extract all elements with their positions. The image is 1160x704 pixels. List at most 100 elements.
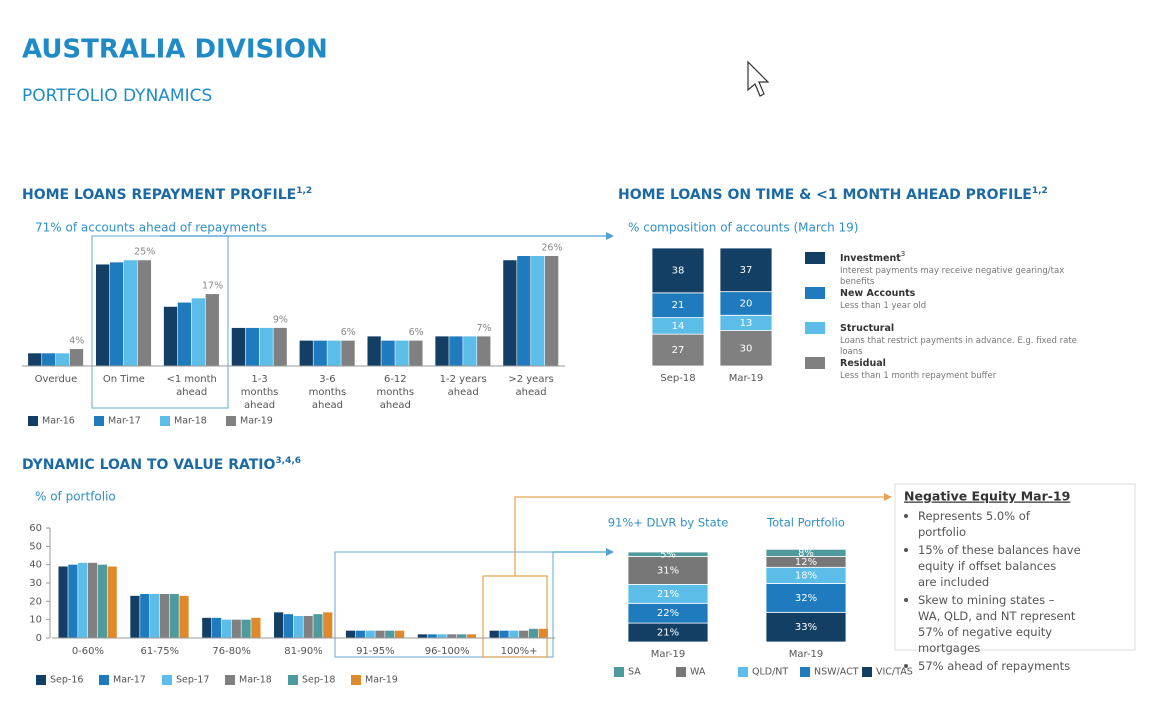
legend-label: QLD/NT [752,667,788,678]
bar [55,353,70,366]
bar-segment [765,583,847,613]
legend-swatch [805,287,825,299]
legend-label: Mar-19 [365,675,398,686]
callout-title: Negative Equity Mar-19 [904,489,1070,504]
legend-description: Less than 1 year old [840,301,926,311]
bar [212,617,222,638]
legend-label: Mar-16 [42,416,75,427]
bar-segment [651,247,705,294]
chart-title-text: HOME LOANS ON TIME & <1 MONTH AHEAD PROF… [618,187,1032,203]
chart-title: HOME LOANS ON TIME & <1 MONTH AHEAD PROF… [618,186,1048,204]
legend-swatch [862,667,872,677]
bar [313,340,327,366]
bar-segment [719,247,773,293]
data-label: 32% [795,593,817,604]
data-label: 12% [795,557,817,568]
page-title: AUSTRALIA DIVISION [22,35,328,65]
data-label: 21 [672,300,685,311]
legend-swatch [36,675,46,685]
x-tick-label: Mar-19 [789,649,824,660]
x-tick-label: 3-6 months ahead [309,374,347,411]
data-label: 18% [795,570,817,581]
data-label: 4% [69,336,84,347]
bar [231,327,246,366]
x-tick-label: 6-12 months ahead [376,374,414,411]
legend-label: Mar-18 [239,675,272,686]
bar [130,595,140,638]
data-label: 14 [672,321,685,332]
legend-label: Investment3 [840,250,905,264]
legend-label: Residual [840,358,886,369]
callout-box [894,483,1136,651]
bar [169,594,179,638]
y-tick-label: 60 [29,523,42,534]
bullet [904,598,908,602]
y-tick-label: 20 [29,596,42,607]
arrow-head [606,548,614,556]
legend-swatch [226,416,236,426]
y-tick-label: 0 [36,633,42,644]
bar [538,628,548,638]
bar [519,630,529,638]
x-tick-label: Overdue [35,374,78,385]
bar [385,630,395,638]
legend-swatch [738,667,748,677]
data-label: 17% [202,281,223,292]
x-tick-label: 61-75% [141,646,180,657]
bar [283,614,294,638]
bar [177,302,192,366]
legend-swatch [676,667,686,677]
chart-title: DYNAMIC LOAN TO VALUE RATIO3,4,6 [22,456,301,474]
bar [466,634,477,638]
bar [87,562,98,638]
legend-swatch [351,675,361,685]
bar [365,630,375,638]
x-tick-label: >2 years ahead [508,374,553,398]
bar [179,595,189,638]
bar [293,616,303,638]
bar [109,262,124,366]
y-tick-label: 50 [29,541,42,552]
legend-label: Sep-17 [176,675,209,686]
bar [221,619,232,638]
bar [58,566,68,638]
bar [159,594,170,638]
data-label: 9% [273,314,288,325]
legend-description: Loans that restrict payments in advance.… [840,336,1077,357]
legend-name: New Accounts [840,288,916,299]
legend-swatch [28,416,38,426]
bar [299,340,313,366]
data-label: 26% [541,243,562,254]
bar [395,340,409,366]
legend-swatch [94,416,104,426]
legend-label: Mar-17 [108,416,141,427]
bar [313,614,323,638]
chart-title-note: 1,2 [1032,186,1048,196]
bar [191,298,206,366]
data-label: 38 [672,265,685,276]
callout-item: Skew to mining states – WA, QLD, and NT r… [918,593,1076,655]
bar [345,630,356,638]
bar [95,264,110,366]
legend-label: SA [628,667,641,678]
legend-label: Sep-16 [50,675,83,686]
legend-name: Investment [840,253,901,264]
x-tick-label: 0-60% [72,646,104,657]
bar [231,619,241,638]
bar [499,630,509,638]
chart-title-text: DYNAMIC LOAN TO VALUE RATIO [22,457,276,473]
bar [427,634,437,638]
data-label: 37 [740,265,753,276]
bar [149,594,160,638]
bar [123,260,138,366]
bar-segment [627,556,709,585]
data-label: 6% [341,327,356,338]
data-label: 5% [660,549,676,560]
data-label: 25% [134,247,155,258]
chart-title-text: HOME LOANS REPAYMENT PROFILE [22,187,296,203]
x-tick-label: Mar-19 [729,373,764,384]
legend-description: Less than 1 month repayment buffer [840,371,997,381]
legend-swatch [162,675,172,685]
data-label: 21% [657,589,679,600]
bar [509,630,519,638]
